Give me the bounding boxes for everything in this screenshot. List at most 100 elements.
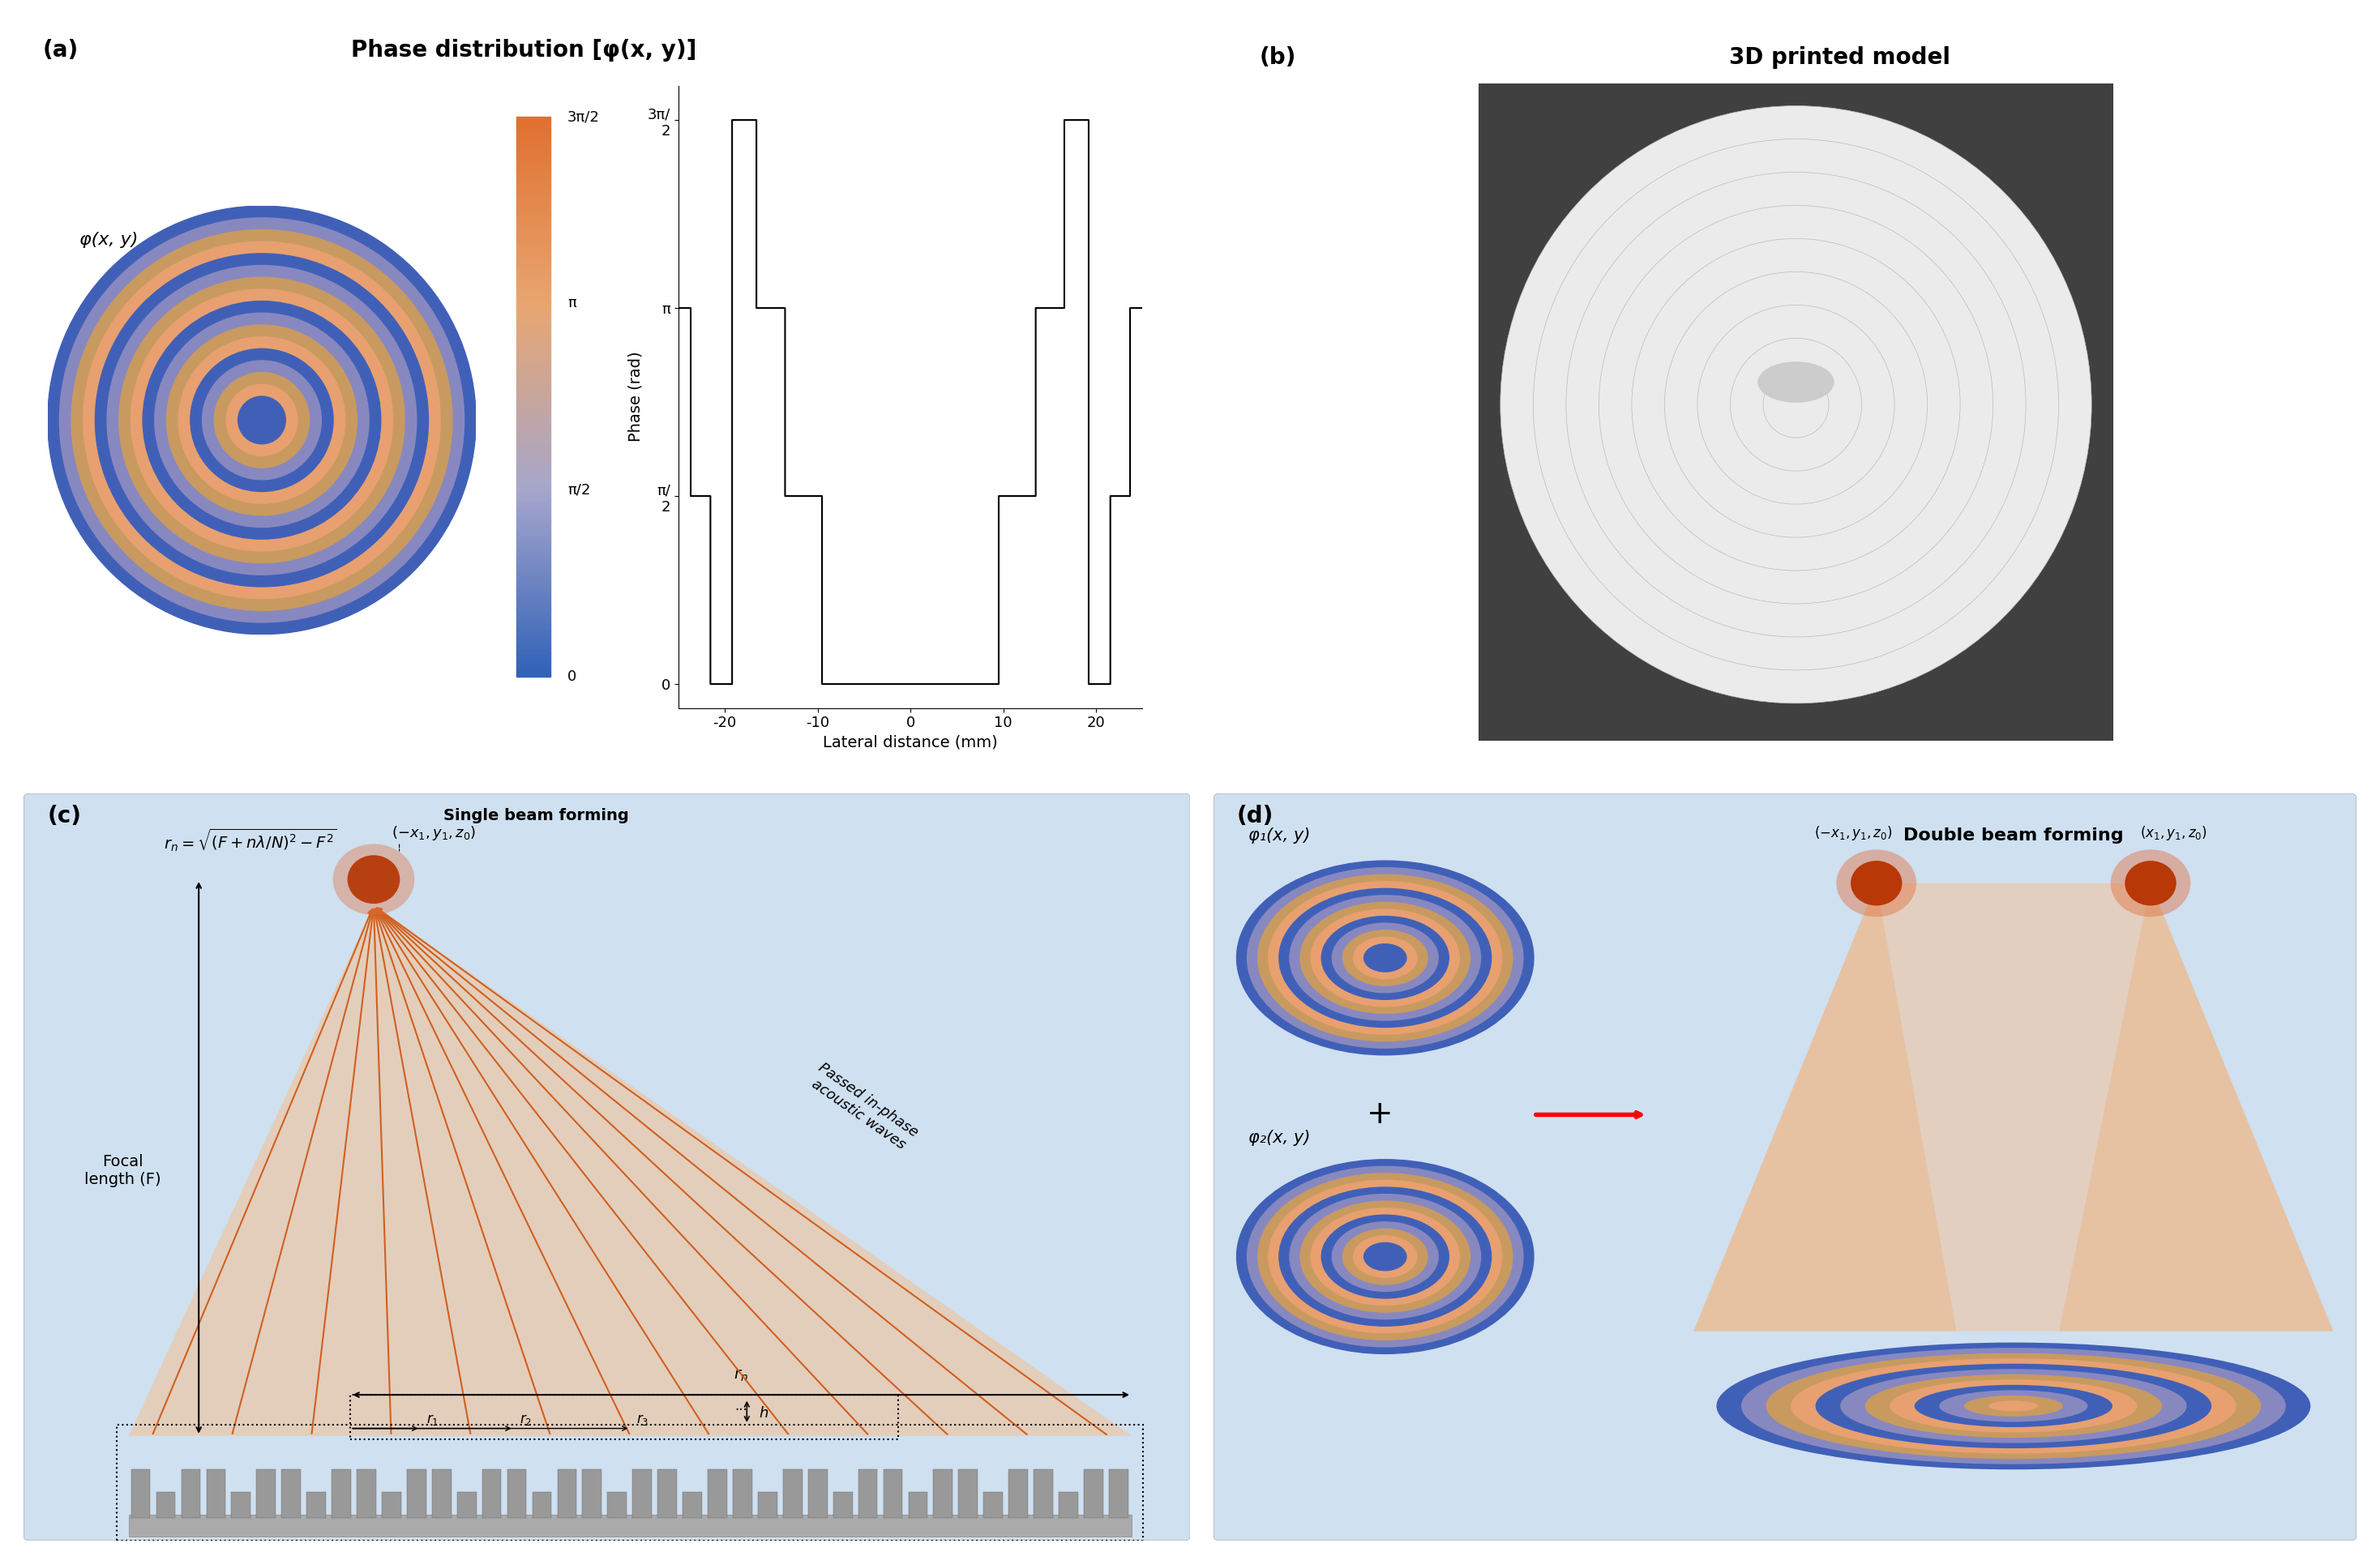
Bar <box>516 174 550 176</box>
Bar <box>516 369 550 370</box>
Bar <box>516 538 550 541</box>
Ellipse shape <box>1533 138 2059 671</box>
Circle shape <box>202 361 321 479</box>
Circle shape <box>1311 909 1459 1007</box>
Ellipse shape <box>1790 1358 2237 1453</box>
Bar <box>516 436 550 439</box>
Bar <box>516 546 550 548</box>
Bar <box>516 349 550 350</box>
Bar <box>516 359 550 363</box>
Bar <box>516 633 550 635</box>
Bar <box>516 344 550 347</box>
Circle shape <box>143 302 381 538</box>
Bar <box>516 619 550 622</box>
Bar <box>557 1469 576 1519</box>
Text: (b): (b) <box>1259 47 1297 68</box>
Text: $r_2$: $r_2$ <box>519 1413 531 1427</box>
Polygon shape <box>129 906 1133 1436</box>
Bar <box>516 498 550 499</box>
Bar <box>516 361 550 364</box>
Bar <box>516 456 550 457</box>
Polygon shape <box>1695 884 2332 1332</box>
Bar <box>516 594 550 596</box>
Circle shape <box>1238 1159 1533 1354</box>
Bar <box>516 299 550 300</box>
Bar <box>983 1492 1002 1519</box>
Bar <box>516 294 550 296</box>
Bar <box>381 1492 402 1519</box>
Bar <box>516 266 550 268</box>
Bar <box>516 629 550 630</box>
Bar <box>281 1469 300 1519</box>
Bar <box>516 237 550 240</box>
Bar <box>516 251 550 252</box>
Circle shape <box>1354 1235 1416 1277</box>
Text: (c): (c) <box>48 804 81 828</box>
Bar <box>859 1469 878 1519</box>
Bar <box>516 213 550 215</box>
Bar <box>516 289 550 293</box>
Bar <box>516 517 550 520</box>
Bar <box>516 193 550 196</box>
Bar <box>516 657 550 660</box>
Bar <box>516 646 550 649</box>
Bar <box>516 391 550 392</box>
Bar <box>516 510 550 513</box>
Bar <box>516 412 550 414</box>
Bar <box>516 272 550 274</box>
Ellipse shape <box>1816 1363 2211 1449</box>
Bar <box>516 170 550 171</box>
Circle shape <box>1269 882 1502 1035</box>
Bar <box>657 1469 676 1519</box>
Ellipse shape <box>1840 1369 2187 1442</box>
Bar <box>516 443 550 445</box>
Circle shape <box>155 313 369 527</box>
Bar <box>516 291 550 294</box>
Bar <box>516 650 550 654</box>
Circle shape <box>1290 895 1480 1021</box>
Bar <box>516 154 550 156</box>
Bar <box>516 261 550 263</box>
Bar <box>231 1492 250 1519</box>
Text: $r_3$: $r_3$ <box>635 1413 647 1427</box>
Bar <box>516 417 550 419</box>
Bar <box>516 285 550 288</box>
Text: φ₂(x, y): φ₂(x, y) <box>1247 1130 1309 1145</box>
Bar <box>516 473 550 476</box>
Bar <box>516 350 550 353</box>
Bar <box>516 199 550 202</box>
Text: π: π <box>566 296 576 311</box>
Text: $r_1$: $r_1$ <box>426 1413 438 1427</box>
Bar <box>516 151 550 154</box>
Bar <box>516 166 550 170</box>
Text: Focal
length (F): Focal length (F) <box>86 1155 162 1187</box>
Bar <box>516 630 550 633</box>
Ellipse shape <box>2111 850 2190 916</box>
Circle shape <box>226 384 298 456</box>
Bar <box>516 386 550 387</box>
Bar <box>516 574 550 576</box>
Bar <box>516 560 550 563</box>
Bar <box>516 279 550 280</box>
Circle shape <box>1364 944 1407 972</box>
Bar <box>516 493 550 495</box>
Text: (d): (d) <box>1238 804 1273 828</box>
Text: φ₁(x, y): φ₁(x, y) <box>1247 828 1309 843</box>
Bar <box>516 414 550 417</box>
Circle shape <box>1354 937 1416 979</box>
Bar <box>516 126 550 128</box>
Bar <box>516 191 550 193</box>
Bar <box>516 457 550 461</box>
Bar <box>516 338 550 339</box>
Bar <box>516 333 550 336</box>
Bar <box>516 495 550 498</box>
Bar <box>516 366 550 369</box>
Bar <box>516 182 550 185</box>
Bar <box>357 1469 376 1519</box>
Text: $r_n = \sqrt{(F + n\lambda/N)^2 - F^2}$: $r_n = \sqrt{(F + n\lambda/N)^2 - F^2}$ <box>164 828 338 854</box>
Text: (a): (a) <box>43 39 79 62</box>
Bar <box>533 1492 552 1519</box>
Bar <box>516 140 550 143</box>
Bar <box>516 513 550 515</box>
Bar <box>516 504 550 506</box>
